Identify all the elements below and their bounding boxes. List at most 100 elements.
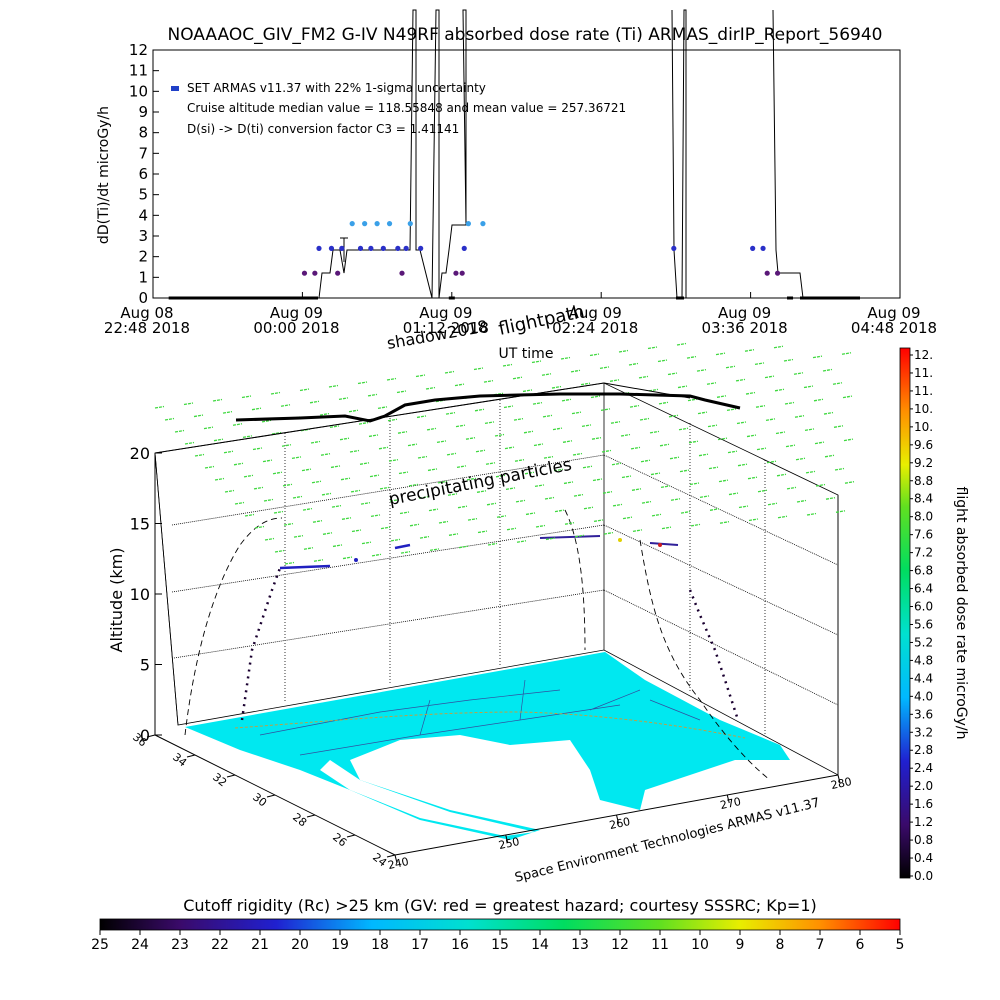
- x-tick-label-time: 02:24 2018: [552, 319, 638, 337]
- particle-arrow: [745, 391, 756, 395]
- particle-arrow: [351, 529, 362, 533]
- particle-arrow: [271, 431, 282, 435]
- particle-arrow: [735, 378, 746, 382]
- dose-colorbar-label: flight absorbed dose rate microGy/h: [953, 487, 969, 740]
- particle-arrow: [602, 491, 613, 494]
- particle-arrow: [284, 561, 295, 565]
- particle-arrow: [784, 401, 795, 405]
- altitude-tick-label: 0: [140, 726, 150, 745]
- particle-arrow: [367, 393, 378, 397]
- particle-arrow: [474, 408, 485, 412]
- particle-arrow: [429, 548, 440, 552]
- latitude-tick: [186, 754, 196, 758]
- particle-arrow: [311, 480, 322, 484]
- dose-marker: [316, 245, 322, 251]
- particle-arrow: [386, 377, 397, 381]
- dose-marker: [407, 221, 413, 227]
- particle-arrow: [320, 453, 331, 456]
- x-tick-label-time: 00:00 2018: [253, 319, 339, 337]
- particle-arrow: [823, 411, 834, 415]
- latitude-tick: [386, 854, 396, 858]
- cutoff-rigidity-tick-label: 8: [776, 937, 785, 953]
- particle-arrow: [503, 405, 514, 409]
- particle-arrow: [631, 488, 642, 491]
- particle-arrow: [564, 522, 575, 525]
- particle-arrow: [668, 414, 679, 418]
- time-series-panel: NOAAAOC_GIV_FM2 G-IV N49RF absorbed dose…: [96, 9, 937, 362]
- dose-colorbar-tick-label: 3.6: [914, 707, 933, 721]
- y-tick-label: 0: [138, 289, 148, 307]
- particle-arrow: [263, 498, 274, 502]
- latitude-tick-label: 28: [290, 811, 309, 830]
- longitude-tick-label: 240: [387, 855, 410, 872]
- particle-arrow: [764, 375, 775, 379]
- particle-arrow: [531, 360, 542, 364]
- latitude-tick: [306, 814, 316, 818]
- dose-colorbar-tick-label: 1.6: [914, 797, 933, 811]
- particle-arrow: [387, 418, 398, 422]
- particle-arrow: [253, 486, 264, 490]
- particle-arrow: [795, 457, 806, 461]
- dose-marker: [368, 245, 374, 251]
- y-tick-label: 3: [138, 227, 148, 245]
- dose-colorbar-tick-label: 0.0: [914, 869, 933, 883]
- particle-arrow: [194, 453, 205, 457]
- particle-arrow: [738, 505, 749, 509]
- dose-marker: [339, 245, 345, 251]
- y-tick-label: 8: [138, 124, 148, 142]
- particle-arrow: [458, 545, 469, 549]
- particle-arrow: [583, 506, 594, 510]
- y-axis-label: dD(Ti)/dt microGy/h: [96, 106, 112, 244]
- particle-arrow: [380, 526, 391, 530]
- dose-marker: [335, 270, 341, 276]
- particle-arrow: [369, 474, 380, 478]
- dose-marker: [461, 245, 467, 251]
- x-tick-label-date: Aug 09: [270, 304, 323, 322]
- particle-arrow: [397, 431, 408, 434]
- particle-arrow: [689, 482, 700, 486]
- cruise-marker: [354, 558, 358, 562]
- particle-arrow: [242, 435, 253, 439]
- particle-arrow: [270, 391, 281, 395]
- particle-arrow: [313, 559, 324, 562]
- particle-arrow: [765, 418, 776, 421]
- particle-arrow: [339, 437, 350, 441]
- dose-colorbar-tick-label: 10.: [914, 420, 933, 434]
- y-tick-label: 5: [138, 186, 148, 204]
- particle-arrow: [486, 502, 497, 506]
- cruise-marker: [658, 543, 662, 547]
- legend-conversion-factor: D(si) -> D(ti) conversion factor C3 = 1.…: [187, 122, 459, 136]
- particle-arrow: [641, 500, 652, 504]
- cutoff-rigidity-label: Cutoff rigidity (Rc) >25 km (GV: red = g…: [183, 896, 817, 915]
- particle-arrow: [620, 433, 631, 437]
- particle-arrow: [466, 477, 477, 481]
- particle-arrow: [706, 382, 717, 385]
- latitude-tick: [266, 794, 276, 798]
- particle-arrow: [417, 455, 428, 459]
- particle-arrow: [773, 345, 784, 349]
- particle-arrow: [174, 429, 185, 433]
- longitude-tick: [505, 834, 509, 844]
- altitude-axis-label: Altitude (km): [107, 548, 126, 653]
- particle-arrow: [680, 510, 691, 514]
- particle-arrow: [350, 489, 361, 493]
- particle-arrow: [281, 444, 292, 447]
- particle-arrow: [303, 547, 314, 550]
- cutoff-rigidity-bar: Cutoff rigidity (Rc) >25 km (GV: red = g…: [91, 896, 904, 953]
- ground-map: [185, 652, 790, 840]
- particle-arrow: [447, 493, 458, 496]
- particle-arrow: [371, 553, 382, 557]
- particle-arrow: [629, 404, 640, 408]
- dose-line-descent: [772, 9, 804, 299]
- longitude-tick: [394, 854, 398, 864]
- particle-arrow: [757, 489, 768, 493]
- particle-arrow: [687, 398, 698, 402]
- particle-arrow: [560, 356, 571, 360]
- particle-arrow: [822, 368, 833, 372]
- longitude-ticks: 240 250 260 270 280: [387, 774, 853, 872]
- particle-arrow: [708, 466, 719, 470]
- particle-arrow: [717, 437, 728, 441]
- particle-arrow: [639, 417, 650, 421]
- particle-arrow: [719, 521, 730, 524]
- particle-arrow: [563, 481, 574, 485]
